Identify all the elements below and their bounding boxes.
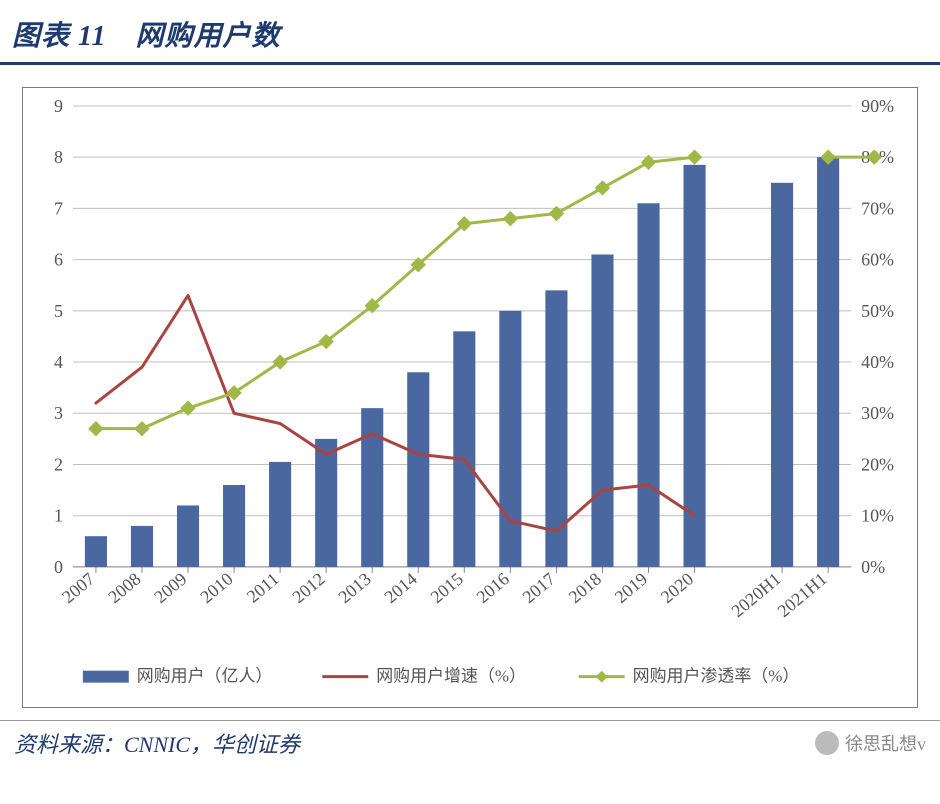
svg-text:90%: 90% — [861, 96, 894, 116]
x-tick-label: 2020 — [657, 569, 697, 607]
marker-diamond — [688, 150, 702, 164]
chart-container: 01234567890%10%20%30%40%50%60%70%80%90%2… — [0, 65, 940, 716]
x-tick-label: 2008 — [104, 569, 144, 607]
x-tick-label: 2015 — [427, 569, 467, 607]
svg-text:6: 6 — [54, 250, 63, 270]
x-tick-label: 2020H1 — [727, 569, 784, 621]
svg-text:20%: 20% — [861, 454, 894, 474]
bar — [771, 183, 793, 567]
bar — [407, 372, 429, 567]
svg-text:10%: 10% — [861, 506, 894, 526]
bar — [499, 311, 521, 567]
wechat-icon — [815, 731, 839, 755]
svg-text:2: 2 — [54, 454, 63, 474]
bar — [453, 331, 475, 567]
marker-diamond — [595, 181, 609, 195]
x-tick-label: 2019 — [611, 569, 651, 607]
line-penetration — [96, 157, 874, 428]
bar — [361, 408, 383, 567]
title-bar: 图表 11 网购用户数 — [0, 0, 940, 65]
legend-label: 网购用户（亿人） — [137, 667, 273, 686]
svg-text:4: 4 — [54, 352, 63, 372]
svg-text:8: 8 — [54, 147, 63, 167]
marker-diamond — [135, 422, 149, 436]
svg-text:50%: 50% — [861, 301, 894, 321]
legend-label: 网购用户渗透率（%） — [633, 667, 800, 686]
watermark-text: 徐思乱想v — [845, 730, 926, 756]
bar — [817, 157, 839, 567]
figure-frame: 图表 11 网购用户数 01234567890%10%20%30%40%50%6… — [0, 0, 940, 769]
bar — [269, 462, 291, 567]
x-tick-label: 2014 — [381, 569, 421, 607]
bar — [637, 203, 659, 567]
bar — [315, 439, 337, 567]
bar — [85, 536, 107, 567]
svg-text:30%: 30% — [861, 403, 894, 423]
legend-label: 网购用户增速（%） — [376, 667, 526, 686]
svg-text:70%: 70% — [861, 198, 894, 218]
bar — [684, 165, 706, 567]
svg-text:5: 5 — [54, 301, 63, 321]
chart-svg: 01234567890%10%20%30%40%50%60%70%80%90%2… — [23, 88, 917, 707]
x-tick-label: 2018 — [565, 569, 605, 607]
chart-title: 图表 11 网购用户数 — [12, 21, 280, 52]
x-tick-label: 2010 — [196, 569, 236, 607]
x-tick-label: 2016 — [473, 569, 513, 607]
source-text: 资料来源：CNNIC，华创证券 — [14, 727, 300, 759]
bar — [223, 485, 245, 567]
bar — [177, 505, 199, 566]
svg-text:40%: 40% — [861, 352, 894, 372]
svg-text:60%: 60% — [861, 250, 894, 270]
marker-diamond — [503, 212, 517, 226]
svg-text:0: 0 — [54, 557, 63, 577]
svg-text:9: 9 — [54, 96, 63, 116]
svg-text:0%: 0% — [861, 557, 885, 577]
x-tick-label: 2021H1 — [774, 569, 831, 621]
chart-plot-area: 01234567890%10%20%30%40%50%60%70%80%90%2… — [22, 87, 918, 708]
x-tick-label: 2007 — [58, 569, 98, 607]
x-tick-label: 2009 — [150, 569, 190, 607]
bar — [131, 526, 153, 567]
x-tick-label: 2017 — [519, 569, 559, 607]
x-tick-label: 2011 — [243, 569, 283, 607]
svg-text:3: 3 — [54, 403, 63, 423]
marker-diamond — [89, 422, 103, 436]
watermark: 徐思乱想v — [815, 730, 926, 756]
bar — [591, 254, 613, 566]
x-tick-label: 2013 — [334, 569, 374, 607]
x-tick-label: 2012 — [288, 569, 328, 607]
svg-text:1: 1 — [54, 506, 63, 526]
source-row: 资料来源：CNNIC，华创证券 徐思乱想v — [0, 720, 940, 769]
svg-text:7: 7 — [54, 198, 63, 218]
